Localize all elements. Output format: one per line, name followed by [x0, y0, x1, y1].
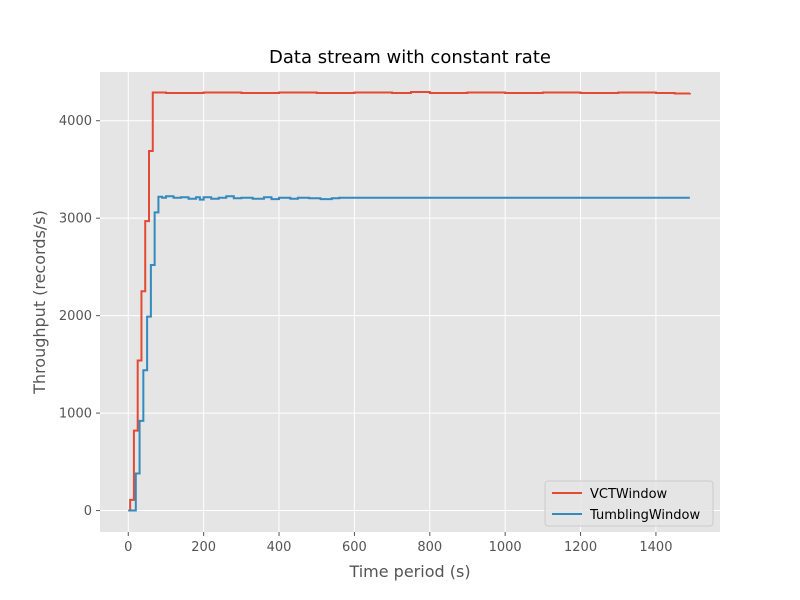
- y-tick-label: 3000: [59, 212, 92, 227]
- x-tick-label: 1200: [564, 540, 597, 555]
- y-tick-label: 4000: [59, 114, 92, 129]
- x-tick-label: 0: [124, 540, 132, 555]
- series-line-tumblingwindow: [128, 195, 690, 512]
- x-tick-label: 600: [342, 540, 367, 555]
- legend: VCTWindow TumblingWindow: [544, 480, 714, 527]
- y-axis-label: Throughput (records/s): [30, 210, 49, 395]
- series-layer: [128, 90, 691, 512]
- x-tick-label: 1400: [639, 540, 672, 555]
- x-axis-label: Time period (s): [348, 562, 470, 581]
- y-tick-label: 2000: [59, 309, 92, 324]
- legend-label-tumblingwindow: TumblingWindow: [589, 508, 700, 523]
- x-tick-label: 400: [267, 540, 292, 555]
- x-tick-label: 1000: [489, 540, 522, 555]
- y-tick-label: 0: [84, 504, 92, 519]
- y-axis: 0 1000 2000 3000 4000: [59, 114, 100, 519]
- x-axis: 0 200 400 600 800 1000 1200 1400: [124, 532, 672, 555]
- x-tick-label: 200: [191, 540, 216, 555]
- plot-area: [100, 72, 720, 532]
- grid: [100, 72, 720, 532]
- series-line-vctwindow: [128, 90, 691, 512]
- x-tick-label: 800: [417, 540, 442, 555]
- chart-title: Data stream with constant rate: [269, 47, 551, 68]
- y-tick-label: 1000: [59, 407, 92, 422]
- legend-box: [544, 480, 714, 527]
- legend-label-vctwindow: VCTWindow: [590, 487, 668, 502]
